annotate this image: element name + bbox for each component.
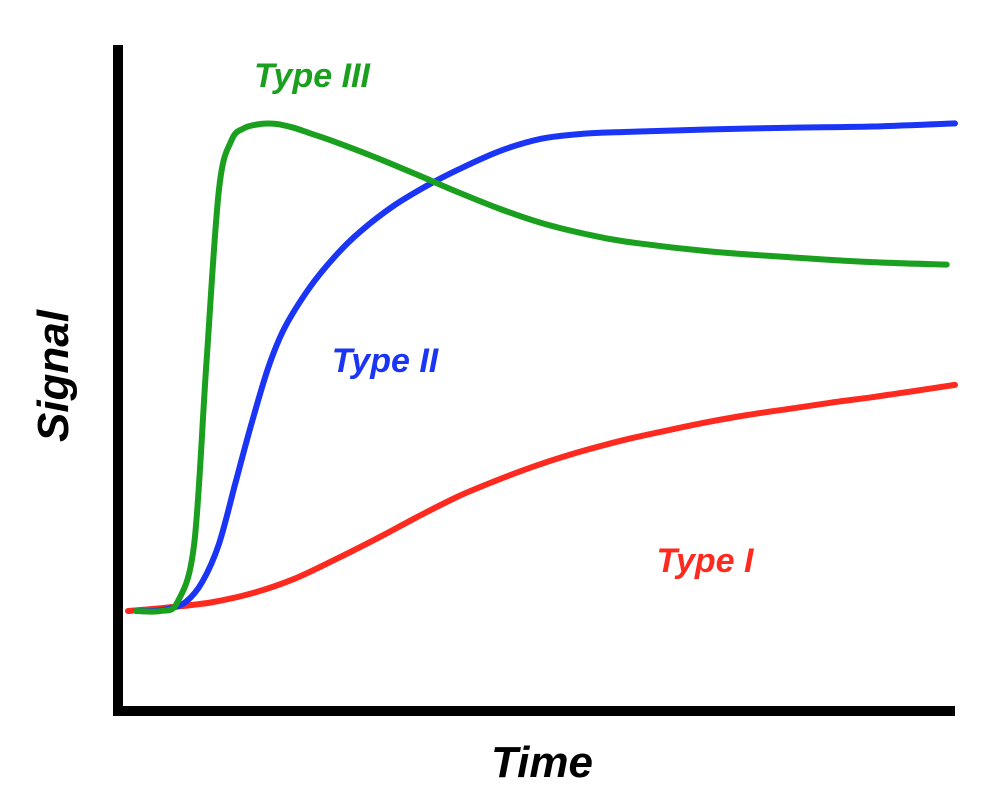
axes — [113, 45, 955, 716]
series-labels: Type I Type II Type III — [254, 57, 755, 580]
series-label-type-ii: Type II — [332, 342, 440, 380]
y-axis-title: Signal — [29, 309, 78, 442]
series-label-type-iii: Type III — [254, 57, 371, 95]
series-layer — [125, 120, 958, 615]
series-line-type-i — [125, 381, 958, 614]
series-label-type-i: Type I — [657, 542, 756, 580]
series-line-type-ii — [133, 120, 958, 615]
series-line-type-iii — [133, 120, 950, 615]
x-axis-title: Time — [491, 738, 593, 787]
